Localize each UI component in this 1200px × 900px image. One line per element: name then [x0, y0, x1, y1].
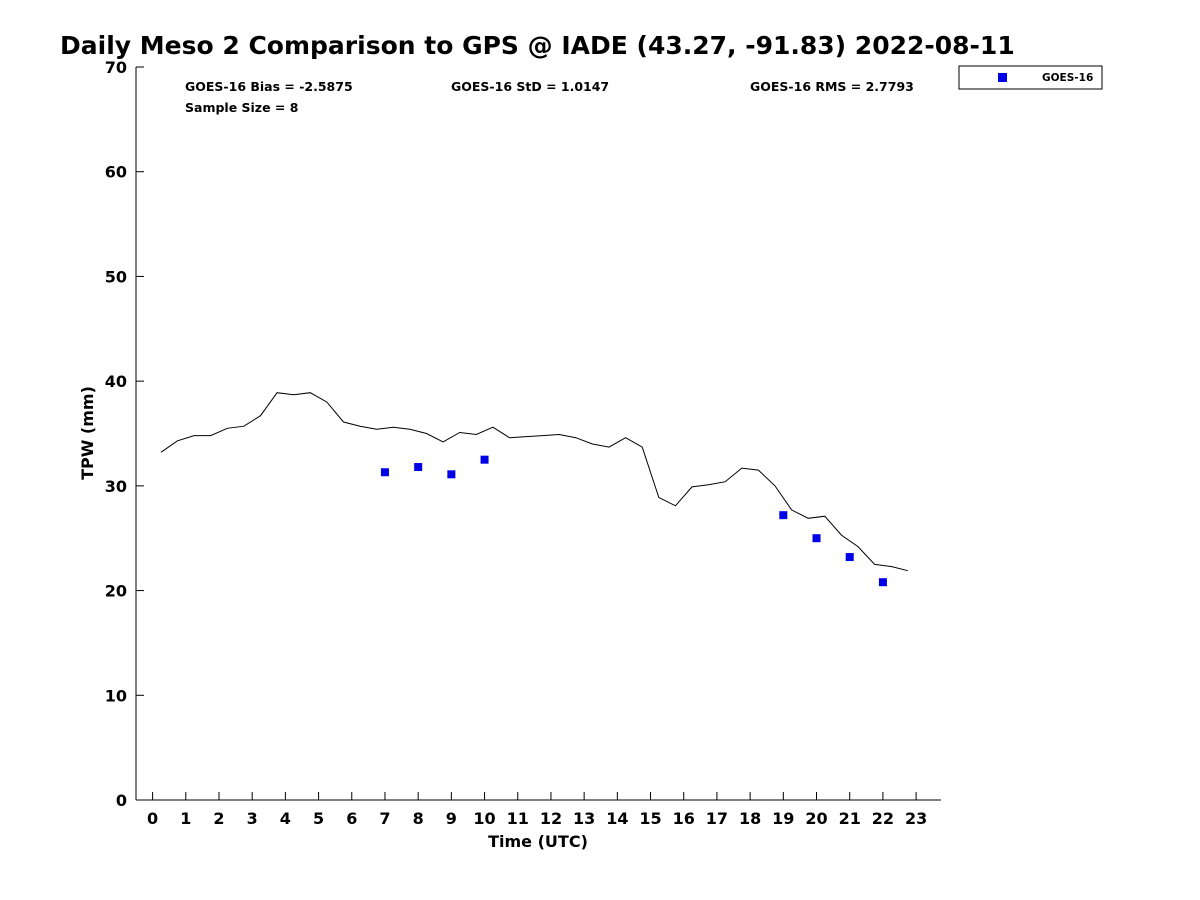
legend-label: GOES-16 — [1042, 72, 1093, 84]
chart-title: Daily Meso 2 Comparison to GPS @ IADE (4… — [60, 31, 1015, 60]
x-tick-label: 2 — [213, 809, 224, 828]
x-ticks: 0 1 2 3 4 5 6 7 8 9 10 11 12 13 14 15 16 17 18 19 20 21 22 23 — [147, 792, 927, 828]
x-tick-label: 12 — [540, 809, 562, 828]
goes16-point — [380, 468, 389, 477]
series-layer — [160, 392, 908, 587]
y-tick-label: 40 — [105, 372, 127, 391]
x-tick-label: 15 — [639, 809, 661, 828]
goes16-point — [480, 455, 489, 464]
goes16-point — [447, 470, 456, 479]
x-tick-label: 1 — [180, 809, 191, 828]
rms-stat: GOES-16 RMS = 2.7793 — [750, 79, 914, 94]
y-ticks: 0 10 20 30 40 50 60 70 — [105, 58, 144, 810]
y-axis-label: TPW (mm) — [78, 386, 97, 480]
bias-stat: GOES-16 Bias = -2.5875 — [185, 79, 353, 94]
x-axis-label: Time (UTC) — [488, 832, 588, 851]
x-tick-label: 9 — [446, 809, 457, 828]
std-stat: GOES-16 StD = 1.0147 — [451, 79, 609, 94]
x-tick-label: 10 — [473, 809, 495, 828]
x-tick-label: 5 — [313, 809, 324, 828]
x-tick-label: 13 — [573, 809, 595, 828]
x-tick-label: 18 — [739, 809, 761, 828]
x-tick-label: 21 — [839, 809, 861, 828]
x-tick-label: 4 — [280, 809, 291, 828]
x-tick-label: 11 — [507, 809, 529, 828]
x-tick-label: 6 — [346, 809, 357, 828]
goes16-point — [812, 534, 821, 543]
goes16-point — [779, 511, 788, 520]
x-tick-label: 20 — [805, 809, 827, 828]
x-tick-label: 22 — [872, 809, 894, 828]
x-tick-label: 23 — [905, 809, 927, 828]
x-tick-label: 14 — [606, 809, 628, 828]
x-tick-label: 16 — [673, 809, 695, 828]
x-tick-label: 19 — [772, 809, 794, 828]
legend-marker — [998, 73, 1007, 82]
x-tick-label: 8 — [413, 809, 424, 828]
x-tick-label: 7 — [379, 809, 390, 828]
goes16-point — [414, 463, 423, 472]
plot-area — [136, 67, 941, 800]
y-tick-label: 50 — [105, 267, 127, 286]
gps-line — [160, 392, 908, 572]
x-tick-label: 17 — [706, 809, 728, 828]
x-tick-label: 3 — [247, 809, 258, 828]
legend: GOES-16 — [958, 65, 1103, 90]
y-tick-label: 20 — [105, 582, 127, 601]
y-tick-label: 10 — [105, 686, 127, 705]
y-tick-label: 0 — [116, 791, 127, 810]
y-tick-label: 30 — [105, 477, 127, 496]
goes16-point — [878, 578, 887, 587]
sample-size-stat: Sample Size = 8 — [185, 100, 298, 115]
y-tick-label: 60 — [105, 163, 127, 182]
x-tick-label: 0 — [147, 809, 158, 828]
legend-box — [958, 65, 1103, 90]
goes16-point — [845, 553, 854, 562]
y-tick-label: 70 — [105, 58, 127, 77]
